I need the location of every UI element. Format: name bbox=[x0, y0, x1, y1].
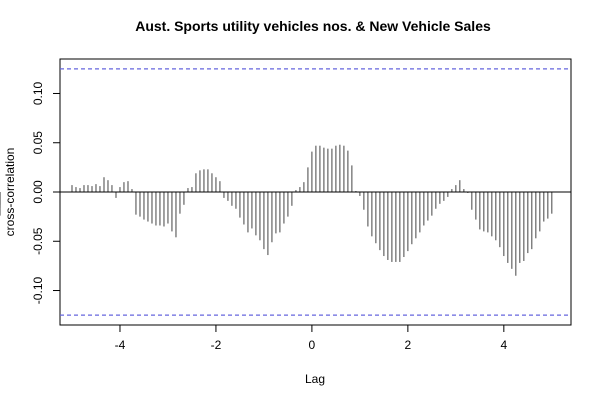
y-tick-label: 0.10 bbox=[31, 81, 45, 105]
y-tick-label: -0.05 bbox=[31, 227, 45, 255]
x-tick-label: 4 bbox=[500, 338, 507, 352]
y-axis: -0.10 -0.05 0.00 0.05 0.10 bbox=[31, 81, 61, 305]
x-tick-label: 2 bbox=[405, 338, 412, 352]
x-tick-label: 0 bbox=[309, 338, 316, 352]
x-tick-label: -2 bbox=[211, 338, 222, 352]
y-axis-label: cross-correlation bbox=[3, 148, 17, 237]
bars-group bbox=[0, 144, 553, 276]
reference-lines bbox=[60, 68, 571, 316]
x-axis-label: Lag bbox=[305, 372, 325, 386]
y-tick-label: 0.05 bbox=[31, 131, 45, 155]
y-tick-label: -0.10 bbox=[31, 277, 45, 305]
x-tick-label: -4 bbox=[115, 338, 126, 352]
chart-title: Aust. Sports utility vehicles nos. & New… bbox=[135, 18, 491, 34]
x-axis: -4 -2 0 2 4 bbox=[115, 324, 507, 352]
y-tick-label: 0.00 bbox=[31, 180, 45, 204]
